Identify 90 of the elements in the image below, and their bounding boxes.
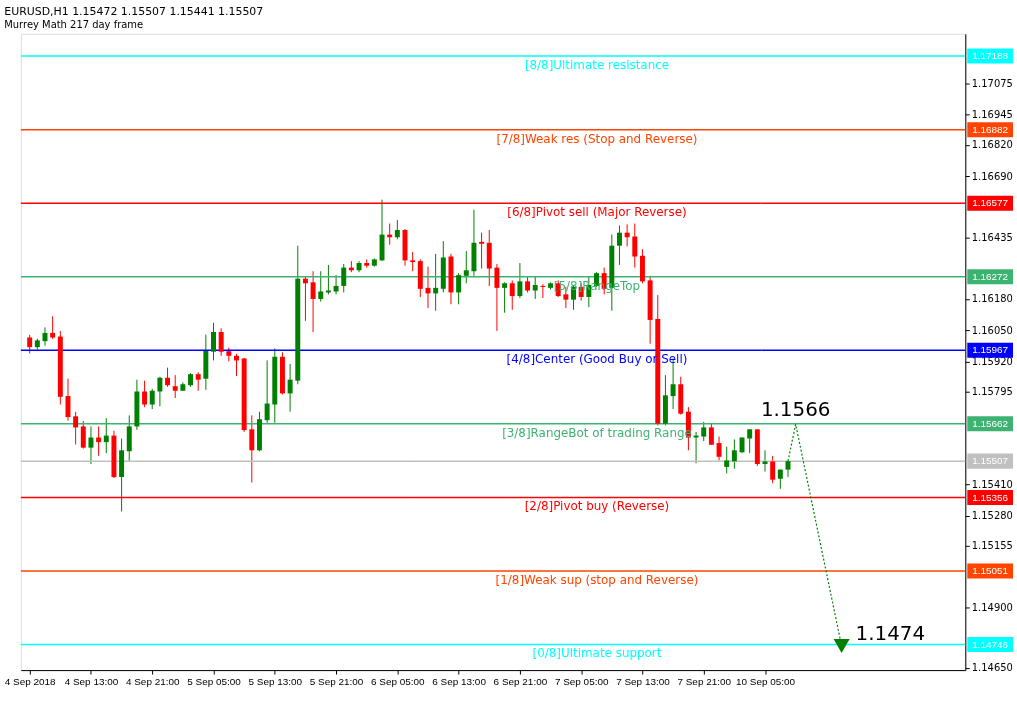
candlestick	[701, 421, 707, 442]
x-tick-label: 5 Sep 13:00	[248, 675, 303, 687]
candlestick	[770, 455, 776, 484]
candlestick	[494, 263, 500, 332]
y-tick-label: 1.15662	[972, 417, 1009, 429]
ref-line-label: [1/8]Weak sup (stop and Reverse)	[495, 572, 699, 587]
y-tick-label: 1.16180	[971, 293, 1013, 305]
candlestick	[731, 438, 737, 470]
ref-line-label: [2/8]Pivot buy (Reverse)	[524, 499, 670, 514]
candlestick	[747, 428, 753, 454]
y-tick-label: 1.16690	[971, 170, 1013, 182]
x-tick-label: 7 Sep 13:00	[616, 675, 671, 687]
x-tick-label: 4 Sep 2018	[4, 675, 57, 687]
y-tick-label: 1.15795	[971, 386, 1013, 398]
y-tick-label: 1.16882	[972, 123, 1009, 135]
candlestick	[142, 380, 148, 408]
y-tick-label: 1.17075	[971, 77, 1013, 89]
candlestick	[80, 420, 86, 450]
candlestick	[762, 449, 768, 472]
candlestick	[509, 279, 515, 311]
y-tick-label: 1.16820	[971, 139, 1013, 151]
y-tick-label: 1.15356	[972, 491, 1009, 503]
candlestick	[716, 436, 722, 461]
candlestick	[708, 423, 714, 446]
x-tick-label: 6 Sep 21:00	[493, 675, 548, 687]
candlestick	[88, 425, 94, 465]
y-tick-label: 1.14746	[972, 638, 1009, 650]
candlestick	[249, 414, 255, 484]
chart-title: EURUSD,H1 1.15472 1.15507 1.15441 1.15507	[4, 4, 264, 18]
candlestick	[479, 232, 485, 270]
candlestick	[540, 283, 546, 299]
annotation: 1.1474	[855, 622, 926, 646]
x-tick-label: 10 Sep 05:00	[735, 675, 796, 687]
candlestick	[211, 322, 216, 361]
y-tick-label: 1.15920	[971, 356, 1013, 368]
candlestick	[616, 224, 622, 266]
x-tick-label: 4 Sep 21:00	[125, 675, 180, 687]
ref-line-label: [6/8]Pivot sell (Major Reverse)	[507, 205, 687, 220]
x-tick-label: 6 Sep 05:00	[371, 675, 426, 687]
y-tick-label: 1.15155	[971, 540, 1013, 552]
candlestick	[264, 359, 270, 424]
x-tick-label: 5 Sep 21:00	[309, 675, 364, 687]
x-tick-label: 7 Sep 21:00	[677, 675, 732, 687]
candlestick	[165, 367, 171, 388]
annotation: 1.1566	[760, 398, 831, 422]
candlestick	[724, 446, 730, 474]
y-tick-label: 1.16272	[972, 270, 1009, 282]
candlestick	[502, 281, 508, 314]
candlestick	[103, 417, 109, 454]
x-tick-label: 6 Sep 13:00	[432, 675, 487, 687]
candlestick	[287, 363, 293, 413]
candlestick	[27, 334, 33, 354]
candlestick	[50, 315, 56, 340]
candlestick	[172, 374, 178, 399]
candlestick	[65, 378, 71, 422]
y-tick-label: 1.15280	[971, 510, 1013, 522]
candlestick	[195, 371, 201, 392]
candlestick	[157, 376, 163, 407]
x-tick-label: 4 Sep 13:00	[64, 675, 119, 687]
y-tick-label: 1.15507	[972, 455, 1009, 467]
y-tick-label: 1.14900	[971, 601, 1013, 613]
candlestick	[310, 270, 316, 333]
candlestick	[693, 431, 699, 464]
candlestick	[149, 388, 155, 410]
candlestick	[73, 411, 79, 446]
candlestick	[218, 327, 224, 357]
y-tick-label: 1.15410	[971, 479, 1013, 490]
ref-line-label: [7/8]Weak res (Stop and Reverse)	[496, 131, 698, 146]
ref-line-label: [0/8]Ultimate support	[532, 646, 662, 661]
candlestick	[318, 270, 324, 303]
y-tick-label: 1.15051	[972, 565, 1009, 577]
y-tick-label: 1.16945	[971, 109, 1013, 121]
candlestick	[341, 263, 347, 293]
ref-line-label: [8/8]Ultimate resistance	[524, 57, 670, 72]
chart-subtitle: Murrey Math 217 day frame	[4, 18, 144, 30]
y-tick-label: 1.16050	[971, 324, 1013, 336]
x-tick-label: 7 Sep 05:00	[554, 675, 609, 687]
candlestick	[410, 251, 416, 272]
candlestick	[394, 219, 400, 240]
y-tick-label: 1.14650	[971, 662, 1013, 674]
candlestick	[456, 272, 462, 305]
y-tick-label: 1.16435	[971, 231, 1013, 243]
candlestick	[632, 223, 638, 269]
y-tick-label: 1.17188	[972, 50, 1009, 61]
y-tick-label: 1.16577	[972, 197, 1009, 209]
candlestick	[517, 262, 523, 299]
candlestick	[463, 250, 469, 284]
candlestick	[532, 276, 538, 300]
x-tick-label: 5 Sep 05:00	[187, 675, 242, 687]
y-tick-label: 1.15967	[972, 344, 1009, 356]
